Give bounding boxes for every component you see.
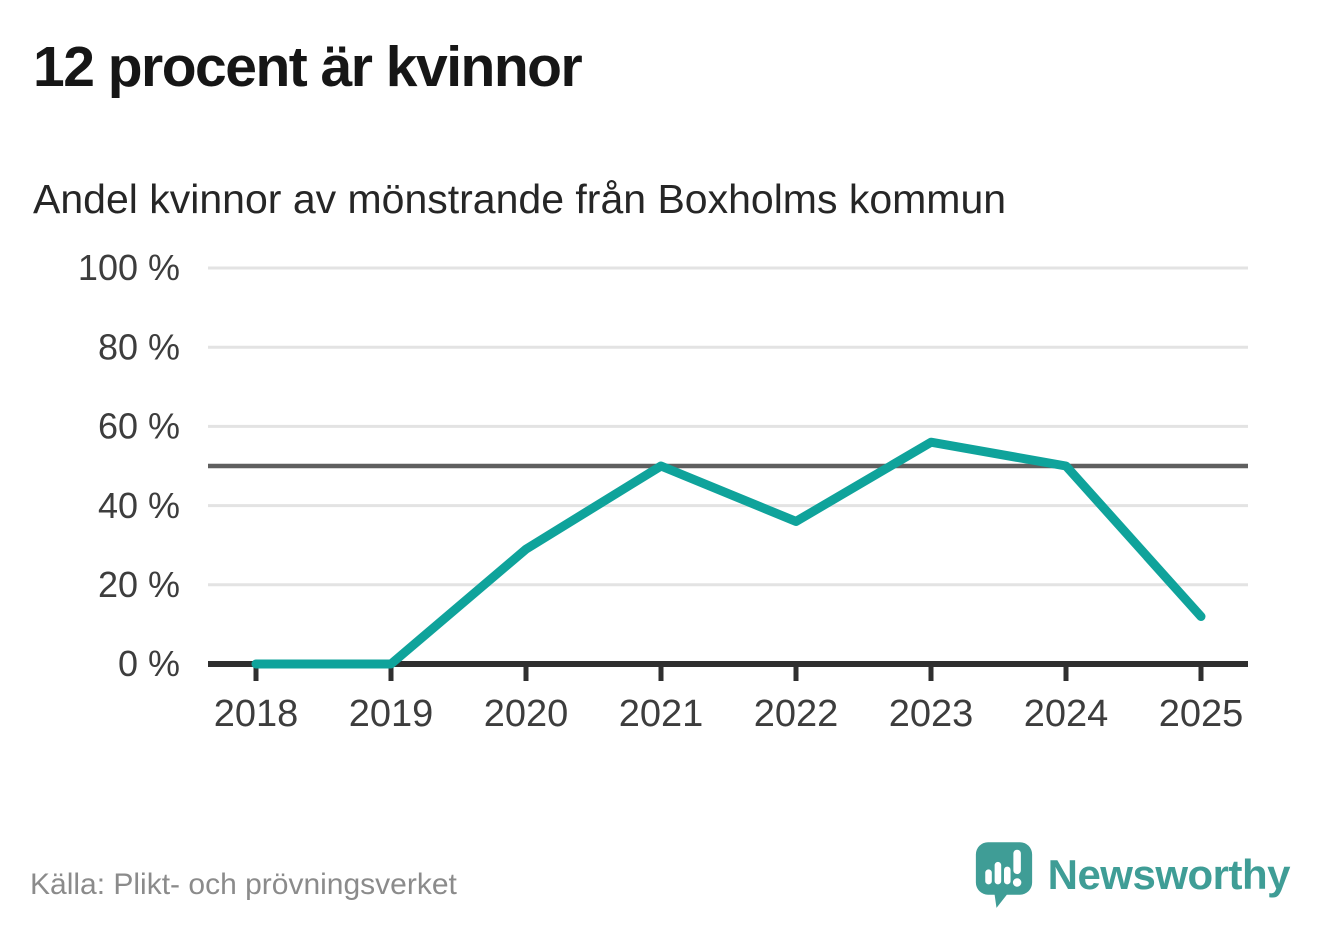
y-axis-tick-label: 60 %	[98, 406, 180, 447]
x-axis-tick-label: 2021	[619, 693, 704, 735]
y-axis-tick-label: 0 %	[118, 643, 180, 684]
brand-footer: Newsworthy	[974, 840, 1291, 910]
chart-title: 12 procent är kvinnor	[33, 35, 583, 99]
newsworthy-logo-icon	[975, 842, 1032, 908]
chart-subtitle: Andel kvinnor av mönstrande från Boxholm…	[33, 176, 1007, 222]
x-axis-tick-label: 2019	[349, 693, 434, 735]
data-line-Andel kvinnor av mönstrande	[251, 437, 1206, 669]
x-axis-tick-label: 2023	[889, 693, 974, 735]
x-axis-tick-label: 2018	[214, 693, 299, 735]
x-axis-tick-label: 2025	[1159, 693, 1244, 735]
source-note: Källa: Plikt- och prövningsverket	[30, 868, 457, 901]
y-axis-tick-label: 40 %	[98, 485, 180, 526]
x-axis-tick-label: 2020	[484, 693, 569, 735]
y-axis-tick-label: 100 %	[78, 247, 180, 288]
y-axis-tick-label: 80 %	[98, 326, 180, 367]
x-axis-tick-label: 2022	[754, 693, 839, 735]
y-axis-tick-label: 20 %	[98, 564, 180, 605]
brand-name: Newsworthy	[1047, 851, 1291, 898]
x-axis-tick-label: 2024	[1024, 693, 1109, 735]
